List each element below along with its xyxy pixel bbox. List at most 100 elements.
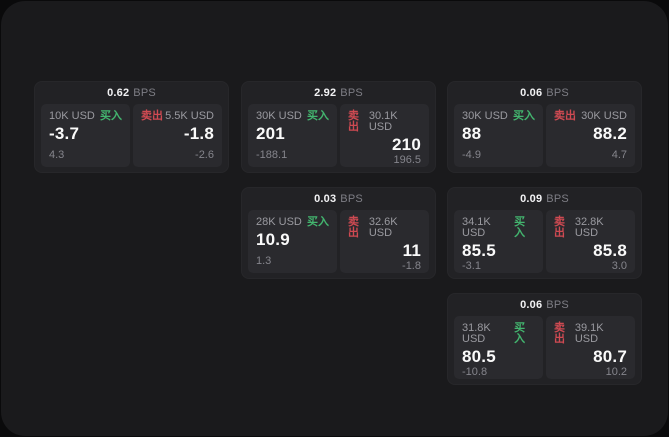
spread-unit: BPS bbox=[546, 87, 569, 99]
sell-delta: -1.8 bbox=[402, 259, 421, 272]
sell-size: 32.8K USD bbox=[574, 216, 604, 239]
sell-label: 卖出 bbox=[141, 110, 163, 122]
quote-card: 2.92 BPS 30K USD 买入 201 -188.1 卖出 30.1K … bbox=[241, 81, 436, 173]
buy-tile-header: 30K USD 买入 bbox=[256, 111, 329, 122]
sell-price: 85.8 bbox=[593, 241, 627, 260]
sell-tile[interactable]: 卖出 32.6K USD 11 -1.8 bbox=[340, 210, 429, 273]
buy-delta: -3.1 bbox=[462, 259, 481, 272]
buy-size: 31.8K USD bbox=[462, 322, 491, 345]
buy-tile[interactable]: 28K USD 买入 10.9 1.3 bbox=[248, 210, 337, 273]
sell-price: 11 bbox=[402, 241, 421, 260]
sell-price: -1.8 bbox=[183, 124, 214, 143]
sell-tile[interactable]: 卖出 5.5K USD -1.8 -2.6 bbox=[133, 104, 222, 167]
buy-price: 10.9 bbox=[256, 230, 290, 249]
spread-value: 0.03 bbox=[314, 193, 337, 205]
buy-delta: -10.8 bbox=[462, 365, 488, 378]
buy-label: 买入 bbox=[307, 216, 329, 228]
sell-price: 80.7 bbox=[593, 347, 627, 366]
sell-tile[interactable]: 卖出 32.8K USD 85.8 3.0 bbox=[546, 210, 635, 273]
sell-delta: 10.2 bbox=[605, 365, 627, 378]
buy-tile-header: 28K USD 买入 bbox=[256, 217, 329, 228]
buy-delta: -4.9 bbox=[462, 149, 481, 161]
buy-price: 85.5 bbox=[462, 241, 496, 260]
buy-size: 34.1K USD bbox=[462, 216, 491, 239]
sell-size: 30.1K USD bbox=[368, 110, 398, 133]
buy-size: 10K USD bbox=[49, 110, 95, 122]
quote-card: 0.06 BPS 31.8K USD 买入 80.5 -10.8 卖出 39.1… bbox=[447, 293, 642, 385]
sell-tile-header: 卖出 5.5K USD bbox=[141, 111, 214, 122]
buy-delta: 4.3 bbox=[49, 149, 65, 161]
buy-tile[interactable]: 30K USD 买入 88 -4.9 bbox=[454, 104, 543, 167]
spread-header: 0.03 BPS bbox=[248, 188, 429, 210]
buy-price: -3.7 bbox=[49, 124, 80, 143]
spread-header: 0.09 BPS bbox=[454, 188, 635, 210]
spread-header: 0.06 BPS bbox=[454, 294, 635, 316]
quote-tiles: 28K USD 买入 10.9 1.3 卖出 32.6K USD 11 -1.8 bbox=[248, 210, 429, 273]
quote-tiles: 31.8K USD 买入 80.5 -10.8 卖出 39.1K USD 80.… bbox=[454, 316, 635, 379]
buy-price: 201 bbox=[256, 124, 285, 143]
sell-tile-header: 卖出 30.1K USD bbox=[348, 111, 421, 133]
spread-unit: BPS bbox=[340, 87, 363, 99]
sell-label: 卖出 bbox=[554, 322, 565, 345]
spread-unit: BPS bbox=[340, 193, 363, 205]
spread-unit: BPS bbox=[133, 87, 156, 99]
sell-label: 卖出 bbox=[348, 110, 359, 133]
buy-delta: 1.3 bbox=[256, 255, 272, 267]
spread-header: 0.62 BPS bbox=[41, 82, 222, 104]
buy-tile[interactable]: 34.1K USD 买入 85.5 -3.1 bbox=[454, 210, 543, 273]
buy-label: 买入 bbox=[514, 322, 526, 345]
sell-delta: 196.5 bbox=[393, 153, 421, 166]
sell-price: 210 bbox=[392, 135, 421, 154]
sell-label: 卖出 bbox=[554, 110, 576, 122]
quote-card: 0.09 BPS 34.1K USD 买入 85.5 -3.1 卖出 32.8K… bbox=[447, 187, 642, 279]
spread-header: 2.92 BPS bbox=[248, 82, 429, 104]
sell-tile-header: 卖出 32.8K USD bbox=[554, 217, 627, 239]
sell-label: 卖出 bbox=[348, 216, 359, 239]
buy-tile[interactable]: 31.8K USD 买入 80.5 -10.8 bbox=[454, 316, 543, 379]
sell-tile-header: 卖出 39.1K USD bbox=[554, 323, 627, 345]
spread-value: 2.92 bbox=[314, 87, 337, 99]
spread-value: 0.62 bbox=[107, 87, 130, 99]
sell-size: 30K USD bbox=[581, 110, 627, 122]
sell-label: 卖出 bbox=[554, 216, 565, 239]
quote-card: 0.06 BPS 30K USD 买入 88 -4.9 卖出 30K USD 8… bbox=[447, 81, 642, 173]
spread-value: 0.09 bbox=[520, 193, 543, 205]
spread-unit: BPS bbox=[546, 193, 569, 205]
buy-tile-header: 10K USD 买入 bbox=[49, 111, 122, 122]
sell-tile-header: 卖出 32.6K USD bbox=[348, 217, 421, 239]
buy-label: 买入 bbox=[514, 216, 526, 239]
sell-price: 88.2 bbox=[593, 124, 627, 143]
buy-label: 买入 bbox=[307, 110, 329, 122]
sell-tile[interactable]: 卖出 30K USD 88.2 4.7 bbox=[546, 104, 635, 167]
buy-label: 买入 bbox=[513, 110, 535, 122]
quote-tiles: 30K USD 买入 201 -188.1 卖出 30.1K USD 210 1… bbox=[248, 104, 429, 167]
quote-tiles: 34.1K USD 买入 85.5 -3.1 卖出 32.8K USD 85.8… bbox=[454, 210, 635, 273]
sell-delta: 3.0 bbox=[611, 259, 627, 272]
buy-size: 30K USD bbox=[462, 110, 508, 122]
sell-delta: -2.6 bbox=[195, 149, 214, 161]
sell-size: 32.6K USD bbox=[368, 216, 398, 239]
buy-tile[interactable]: 10K USD 买入 -3.7 4.3 bbox=[41, 104, 130, 167]
buy-size: 28K USD bbox=[256, 216, 302, 228]
sell-tile[interactable]: 卖出 30.1K USD 210 196.5 bbox=[340, 104, 429, 167]
buy-size: 30K USD bbox=[256, 110, 302, 122]
sell-tile-header: 卖出 30K USD bbox=[554, 111, 627, 122]
buy-tile[interactable]: 30K USD 买入 201 -188.1 bbox=[248, 104, 337, 167]
buy-price: 80.5 bbox=[462, 347, 496, 366]
sell-delta: 4.7 bbox=[611, 149, 627, 161]
sell-size: 5.5K USD bbox=[165, 110, 214, 122]
buy-label: 买入 bbox=[100, 110, 122, 122]
sell-tile[interactable]: 卖出 39.1K USD 80.7 10.2 bbox=[546, 316, 635, 379]
quote-card: 0.62 BPS 10K USD 买入 -3.7 4.3 卖出 5.5K USD… bbox=[34, 81, 229, 173]
quote-tiles: 30K USD 买入 88 -4.9 卖出 30K USD 88.2 4.7 bbox=[454, 104, 635, 167]
spread-value: 0.06 bbox=[520, 299, 543, 311]
buy-tile-header: 31.8K USD 买入 bbox=[462, 323, 535, 345]
quote-card: 0.03 BPS 28K USD 买入 10.9 1.3 卖出 32.6K US… bbox=[241, 187, 436, 279]
sell-size: 39.1K USD bbox=[574, 322, 604, 345]
buy-delta: -188.1 bbox=[256, 149, 288, 161]
spread-unit: BPS bbox=[546, 299, 569, 311]
spread-value: 0.06 bbox=[520, 87, 543, 99]
spread-header: 0.06 BPS bbox=[454, 82, 635, 104]
